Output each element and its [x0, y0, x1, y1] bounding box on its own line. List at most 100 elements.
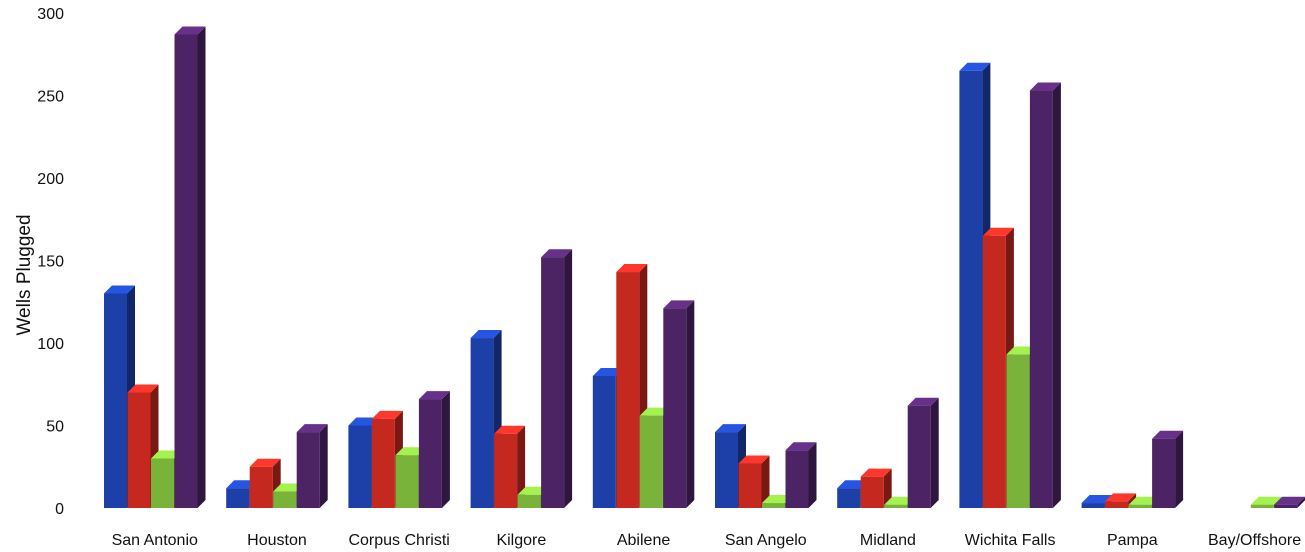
bar-front	[296, 432, 320, 508]
bar-front	[1250, 504, 1274, 508]
bar-front	[785, 450, 809, 508]
bar-side	[441, 391, 450, 508]
bar-front	[1006, 354, 1030, 508]
bar-top	[715, 424, 746, 433]
bar-top	[1152, 430, 1184, 439]
bar-top	[371, 410, 403, 419]
bar-front	[860, 476, 884, 508]
bar-front	[371, 418, 395, 508]
bar-top	[1274, 496, 1305, 505]
bar-front	[738, 463, 762, 508]
bar-side	[1297, 497, 1305, 508]
bar-top	[663, 300, 695, 309]
bar-side	[1052, 82, 1061, 509]
bar-top	[592, 368, 624, 376]
bar-front	[1105, 501, 1129, 508]
bar	[541, 249, 573, 508]
bar-front	[104, 293, 127, 508]
x-axis: San Antonio Houston Corpus Christi Kilgore A…	[112, 532, 1302, 549]
bar-front	[1081, 503, 1105, 508]
bar	[738, 455, 770, 508]
bar-front	[1274, 504, 1298, 508]
bar-top	[418, 391, 450, 400]
bar-top	[470, 330, 502, 339]
bar-top	[738, 455, 770, 464]
bar	[296, 424, 328, 508]
y-tick-label: 0	[55, 501, 64, 518]
bar-top	[296, 424, 328, 433]
bar-front	[639, 415, 663, 508]
bar-top	[639, 407, 671, 416]
bar-front	[470, 338, 494, 508]
bar-front	[715, 432, 738, 508]
y-axis: 0 50 100 150 200 250 300	[37, 6, 64, 518]
category-label: Abilene	[617, 532, 670, 549]
bar-front	[348, 425, 372, 508]
bar-top	[616, 264, 648, 273]
bar	[907, 397, 939, 508]
bar	[785, 442, 817, 508]
bar-top	[1250, 496, 1282, 505]
y-tick-label: 250	[37, 89, 64, 106]
bar-top	[1081, 495, 1113, 504]
bar-top	[127, 384, 159, 393]
bar-side	[883, 468, 892, 508]
bar-top	[249, 458, 281, 467]
bar-top	[785, 442, 817, 451]
bar-front	[959, 70, 983, 508]
bar	[663, 300, 695, 508]
bar-top	[151, 450, 182, 459]
bar-top	[395, 447, 427, 456]
bar	[1029, 82, 1061, 509]
bar-front	[592, 376, 616, 508]
bar-front	[151, 458, 174, 508]
bar-top	[884, 496, 916, 505]
bar-front	[616, 272, 640, 508]
bar-front	[418, 399, 442, 508]
category-label: Wichita Falls	[965, 532, 1056, 549]
y-axis-label: Wells Plugged	[14, 214, 35, 335]
y-tick-label: 200	[37, 171, 64, 188]
y-tick-label: 100	[37, 336, 64, 353]
bar-side	[1175, 430, 1184, 508]
bar-side	[197, 26, 206, 508]
bar-side	[319, 424, 328, 508]
bar-top	[174, 26, 206, 35]
bar-top	[860, 468, 892, 477]
bar-front	[494, 433, 518, 508]
bars	[104, 26, 1305, 509]
bar-front	[982, 235, 1006, 508]
y-tick-label: 300	[37, 6, 64, 23]
bar-front	[1029, 90, 1053, 509]
bar-side	[686, 300, 695, 508]
bar-top	[837, 480, 869, 489]
y-tick-label: 50	[46, 419, 64, 436]
bar-front	[127, 392, 151, 508]
category-label: San Angelo	[725, 532, 807, 549]
bar	[418, 391, 450, 508]
bar-top	[541, 249, 573, 258]
bar-top	[982, 227, 1014, 236]
bar-top	[1128, 496, 1160, 505]
bar-side	[930, 397, 939, 508]
category-label: Houston	[247, 532, 307, 549]
bar-front	[273, 491, 297, 508]
bar-top	[1029, 82, 1061, 91]
bar-front	[395, 455, 419, 508]
bar-front	[663, 308, 687, 508]
bar-top	[348, 417, 380, 426]
bar-front	[226, 488, 250, 508]
bar-top	[494, 425, 526, 434]
category-label: Pampa	[1107, 532, 1158, 549]
bar-side	[761, 455, 770, 508]
bar-top	[959, 62, 991, 71]
bar-top	[517, 486, 549, 495]
bar-side	[564, 249, 573, 508]
category-label: San Antonio	[112, 532, 198, 549]
category-label: Corpus Christi	[348, 532, 449, 549]
category-label: Bay/Offshore	[1208, 532, 1301, 549]
bar-front	[249, 466, 273, 508]
bar-top	[1006, 346, 1038, 355]
bar-front	[174, 34, 198, 508]
